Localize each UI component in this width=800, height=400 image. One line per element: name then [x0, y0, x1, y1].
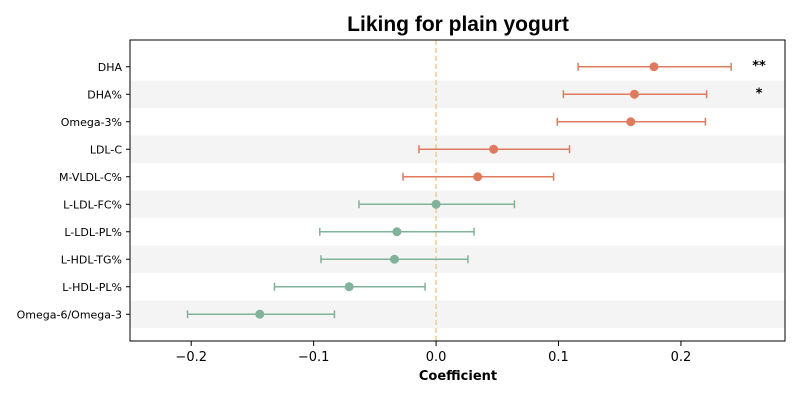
significance-marker: ** — [752, 59, 766, 74]
coef-point — [629, 89, 639, 99]
coef-point — [431, 199, 441, 209]
y-tick-label: Omega-3% — [61, 116, 122, 129]
coef-point — [626, 117, 636, 127]
x-axis-ticks: −0.2 −0.1 0.0 0.1 0.2 — [175, 341, 691, 365]
x-tick-label: −0.1 — [298, 350, 330, 365]
plot-frame — [129, 39, 786, 342]
coef-point — [649, 62, 659, 72]
coef-point — [473, 172, 483, 182]
y-tick-label: L-LDL-PL% — [64, 226, 122, 239]
x-axis-title: Coefficient — [419, 369, 497, 384]
x-tick-label: 0.2 — [671, 350, 692, 365]
data-marks: *** — [186, 59, 766, 319]
y-tick-label: L-LDL-FC% — [63, 198, 122, 211]
y-tick-label: DHA% — [87, 88, 122, 101]
y-tick-label: M-VLDL-C% — [59, 171, 122, 184]
y-tick-label: L-HDL-PL% — [62, 281, 122, 294]
chart-title: Liking for plain yogurt — [347, 13, 569, 36]
coef-point — [489, 144, 499, 154]
y-tick-label: LDL-C — [90, 143, 123, 156]
y-tick-label: Omega-6/Omega-3 — [17, 308, 122, 321]
y-tick-label: L-HDL-TG% — [61, 253, 122, 266]
y-tick-label: DHA — [98, 61, 123, 74]
y-axis-ticks: DHA DHA% Omega-3% LDL-C M-VLDL-C% L-LDL-FC% L-… — [17, 61, 130, 321]
coef-point — [255, 309, 265, 319]
x-tick-label: −0.2 — [175, 350, 207, 365]
x-tick-label: 0.0 — [426, 350, 447, 365]
coef-point — [344, 282, 354, 292]
x-tick-label: 0.1 — [548, 350, 569, 365]
coef-point — [392, 227, 402, 237]
significance-marker: * — [756, 86, 763, 101]
coef-point — [389, 254, 399, 264]
